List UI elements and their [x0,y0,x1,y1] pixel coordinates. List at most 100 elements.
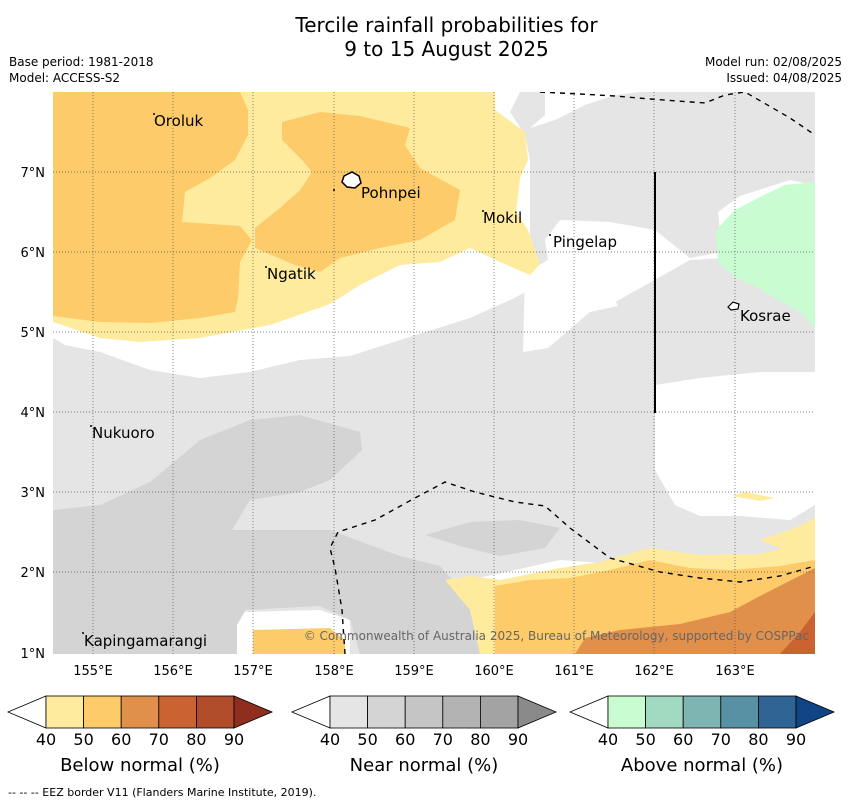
colorbar-tick-label: 50 [357,730,377,749]
colorbar-segment [45,695,84,729]
colorbar-tick-label: 90 [786,730,806,749]
latitude-labels: 7°N 6°N 5°N 4°N 3°N 2°N 1°N [21,166,46,662]
eez-border [329,92,815,654]
colorbar-tick-label: 70 [149,730,169,749]
lon-tick: 159°E [394,664,434,679]
lon-tick: 162°E [634,664,674,679]
colorbar-tick-label: 70 [433,730,453,749]
model-run: Model run: 02/08/2025 [704,55,842,69]
colorbar-segment [158,695,197,729]
kosrae-island-outline [727,301,740,311]
below-normal-70-80-southeast [780,612,815,654]
colorbar-near-normal: 40 50 60 70 80 90 [290,695,558,749]
near-normal-40-50-northeast [510,92,815,270]
colorbar-tick-label: 40 [598,730,618,749]
colorbar-segment [720,695,759,729]
place-ngatik: Ngatik [267,265,316,283]
lon-tick: 156°E [153,664,193,679]
below-normal-label: Below normal (%) [60,755,220,776]
colorbar-segment [195,695,235,729]
lat-tick: 5°N [21,326,46,341]
lat-tick: 1°N [21,647,46,662]
colorbar-extend-low [568,695,609,729]
title-line-2: 9 to 15 August 2025 [344,37,549,61]
colorbar-segment [479,695,519,729]
near-normal-50-60-central [425,520,560,556]
mokil-marker [482,210,484,212]
colorbar-tick-label: 90 [224,730,244,749]
lon-tick: 163°E [715,664,755,679]
place-nukuoro: Nukuoro [92,424,155,442]
colorbar-extend-low [6,695,47,729]
colorbar-segment [83,695,122,729]
lat-tick: 7°N [21,166,46,181]
colorbar-segment [607,695,646,729]
place-pohnpei: Pohnpei [361,184,421,202]
eez-footnote: -- -- -- EEZ border V11 (Flanders Marine… [8,786,317,799]
ngatik-marker [265,266,267,268]
longitude-labels: 155°E 156°E 157°E 158°E 159°E 160°E 161°… [73,664,755,679]
near-normal-50-60-southwest [53,415,480,654]
lon-tick: 155°E [73,664,113,679]
above-normal-40-50-east [716,182,815,328]
below-normal-50-60-northwest [53,92,252,323]
lon-tick: 157°E [233,664,273,679]
below-normal-40-50-small-sw [455,578,488,584]
issued-date: Issued: 04/08/2025 [726,71,842,85]
pingelap-marker [549,234,551,236]
oroluk-marker [153,113,155,115]
colorbar-extend-high [795,695,836,729]
below-normal-50-60-small-sw [253,628,345,654]
colorbar-extend-low [290,695,331,729]
below-normal-60-70-southeast [575,568,815,654]
near-normal-label: Near normal (%) [349,755,499,776]
below-normal-40-50-dot [732,492,775,501]
place-kapingamarangi: Kapingamarangi [84,632,207,650]
colorbar-tick-label: 70 [711,730,731,749]
place-mokil: Mokil [483,209,522,227]
lat-tick: 3°N [21,486,46,501]
lon-tick: 160°E [474,664,514,679]
colorbar-tick-label: 40 [36,730,56,749]
lon-tick: 161°E [554,664,594,679]
below-normal-50-60-pohnpei [255,112,460,272]
colorbar-segment [442,695,481,729]
colorbar-segment [404,695,444,729]
pohnpei-marker [333,189,335,191]
colorbar-tick-label: 80 [186,730,206,749]
colorbar-segment [367,695,406,729]
below-normal-40-50-east-strip [760,518,815,548]
colorbar-segment [758,695,797,729]
base-period: Base period: 1981-2018 [9,55,154,69]
colorbar-tick-label: 60 [395,730,415,749]
kapingamarangi-marker [82,632,84,634]
colorbar-above-normal: 40 50 60 70 80 90 [568,695,836,749]
copyright-notice: © Commonwealth of Australia 2025, Bureau… [304,629,809,643]
colorbar-extend-high [517,695,558,729]
lat-tick: 6°N [21,246,46,261]
colorbar-tick-label: 80 [748,730,768,749]
colorbar-extend-high [233,695,274,729]
pohnpei-island-outline [341,171,362,189]
model-name: Model: ACCESS-S2 [9,71,121,85]
lat-tick: 4°N [21,406,46,421]
nukuoro-marker [90,425,92,427]
colorbar-tick-label: 50 [73,730,93,749]
place-kosrae: Kosrae [740,307,791,325]
above-normal-label: Above normal (%) [620,755,784,776]
colorbar-segment [329,695,368,729]
place-oroluk: Oroluk [154,112,203,130]
lat-tick: 2°N [21,566,46,581]
colorbar-tick-label: 90 [508,730,528,749]
colorbar-tick-label: 60 [111,730,131,749]
white-patch-mid [523,262,618,352]
map-plot-area: Oroluk Pohnpei Mokil Pingelap Ngatik Kos… [53,92,815,654]
lon-tick: 158°E [314,664,354,679]
colorbar-tick-label: 50 [635,730,655,749]
colorbar-below-normal: 40 50 60 70 80 90 [6,695,274,749]
place-pingelap: Pingelap [553,233,617,251]
colorbar-segment [645,695,684,729]
colorbar-tick-label: 60 [673,730,693,749]
graticule [53,92,815,654]
